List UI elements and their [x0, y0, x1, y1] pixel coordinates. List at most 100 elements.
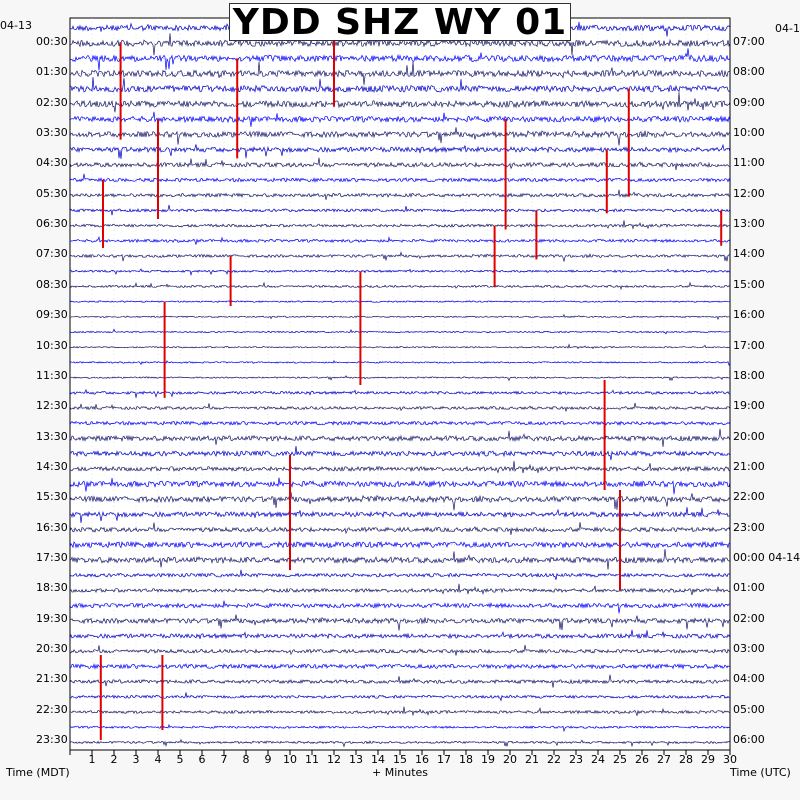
left-date-label: 04-13	[0, 19, 32, 32]
trace-line	[69, 420, 731, 427]
right-time-label: 20:00	[733, 429, 765, 443]
x-tick-label: 10	[283, 753, 297, 766]
trace-line	[69, 111, 731, 127]
x-tick-label: 14	[371, 753, 385, 766]
right-time-label: 04:00	[733, 672, 765, 686]
x-tick-label: 1	[88, 753, 96, 766]
trace-line	[69, 644, 731, 656]
x-tick-label: 27	[657, 753, 671, 766]
trace-line	[69, 281, 731, 291]
left-time-label: 03:30	[36, 126, 68, 140]
right-time-label: 05:00	[733, 702, 765, 716]
trace-line	[69, 402, 731, 412]
left-time-label: 11:30	[36, 368, 68, 382]
trace-line	[69, 157, 731, 171]
x-tick-label: 17	[437, 753, 451, 766]
left-time-label: 23:30	[36, 733, 68, 747]
trace-line	[69, 328, 731, 335]
left-time-label: 07:30	[36, 247, 68, 261]
plot-frame	[69, 17, 731, 751]
x-tick-label: 21	[525, 753, 539, 766]
trace-line	[69, 723, 731, 733]
trace-line	[69, 127, 731, 146]
right-time-label: 21:00	[733, 459, 765, 473]
x-tick-label: 16	[415, 753, 429, 766]
right-time-label: 10:00	[733, 126, 765, 140]
right-date-label: 04-1	[775, 22, 800, 35]
trace-line	[69, 375, 731, 382]
trace-line	[69, 706, 731, 717]
left-time-label: 05:30	[36, 186, 68, 200]
trace-line	[69, 614, 731, 631]
right-time-label: 18:00	[733, 368, 765, 382]
right-time-label: 08:00	[733, 65, 765, 79]
trace-line	[69, 360, 731, 366]
x-tick-label: 18	[459, 753, 473, 766]
seismic-traces	[69, 20, 731, 748]
trace-line	[69, 204, 731, 216]
x-tick-label: 5	[176, 753, 184, 766]
trace-line	[69, 428, 731, 447]
trace-line	[69, 692, 731, 702]
right-time-label: 12:00	[733, 186, 765, 200]
right-time-label: 03:00	[733, 642, 765, 655]
left-time-label: 17:30	[36, 550, 68, 564]
left-time-label: 21:30	[36, 672, 68, 686]
x-tick-label: 2	[110, 753, 118, 766]
right-time-label: 17:00	[733, 338, 765, 352]
x-tick-label: 29	[701, 753, 715, 766]
trace-line	[69, 388, 731, 398]
left-time-label: 14:30	[36, 459, 68, 473]
trace-line	[69, 446, 731, 461]
trace-line	[69, 77, 731, 93]
right-time-label: 16:00	[733, 308, 765, 322]
trace-line	[69, 220, 731, 230]
x-tick-label: 15	[393, 753, 407, 766]
trace-line	[69, 300, 731, 303]
right-time-label: 14:00	[733, 247, 765, 261]
left-time-label: 22:30	[36, 702, 68, 716]
right-time-label: 13:00	[733, 217, 765, 231]
trace-line	[69, 674, 731, 688]
left-time-label: 00:30	[36, 35, 68, 48]
x-tick-label: 12	[327, 753, 341, 766]
x-tick-label: 23	[569, 753, 583, 766]
trace-line	[69, 143, 731, 159]
right-time-label: 01:00	[733, 581, 765, 595]
x-tick-label: 13	[349, 753, 363, 766]
right-time-label: 09:00	[733, 95, 765, 109]
x-tick-label: 20	[503, 753, 517, 766]
trace-line	[69, 313, 731, 321]
trace-line	[69, 663, 731, 670]
left-time-label: 12:30	[36, 399, 68, 413]
trace-line	[69, 189, 731, 200]
trace-line	[69, 61, 731, 85]
x-tick-label: 3	[132, 753, 140, 766]
trace-line	[69, 32, 731, 56]
left-axis-label: Time (MDT)	[6, 766, 70, 779]
left-time-label: 10:30	[36, 338, 68, 352]
left-time-label: 15:30	[36, 490, 68, 504]
x-tick-label: 30	[723, 753, 737, 766]
x-tick-label: 25	[613, 753, 627, 766]
x-axis-ticks	[69, 750, 731, 755]
left-time-label: 09:30	[36, 308, 68, 322]
trace-line	[69, 600, 730, 614]
right-time-label: 22:00	[733, 490, 765, 504]
x-tick-label: 24	[591, 753, 605, 766]
right-time-label: 15:00	[733, 277, 765, 291]
left-time-label: 13:30	[36, 429, 68, 443]
x-tick-label: 4	[154, 753, 162, 766]
right-time-label: 07:00	[733, 35, 765, 48]
x-tick-label: 6	[198, 753, 206, 766]
x-tick-label: 7	[220, 753, 228, 766]
right-time-label: 06:00	[733, 733, 765, 747]
x-tick-label: 26	[635, 753, 649, 766]
left-time-label: 20:30	[36, 642, 68, 655]
x-tick-label: 8	[242, 753, 250, 766]
x-tick-label: 11	[305, 753, 319, 766]
trace-line	[69, 251, 731, 262]
right-axis-label: Time (UTC)	[730, 766, 791, 779]
x-tick-label: 19	[481, 753, 495, 766]
